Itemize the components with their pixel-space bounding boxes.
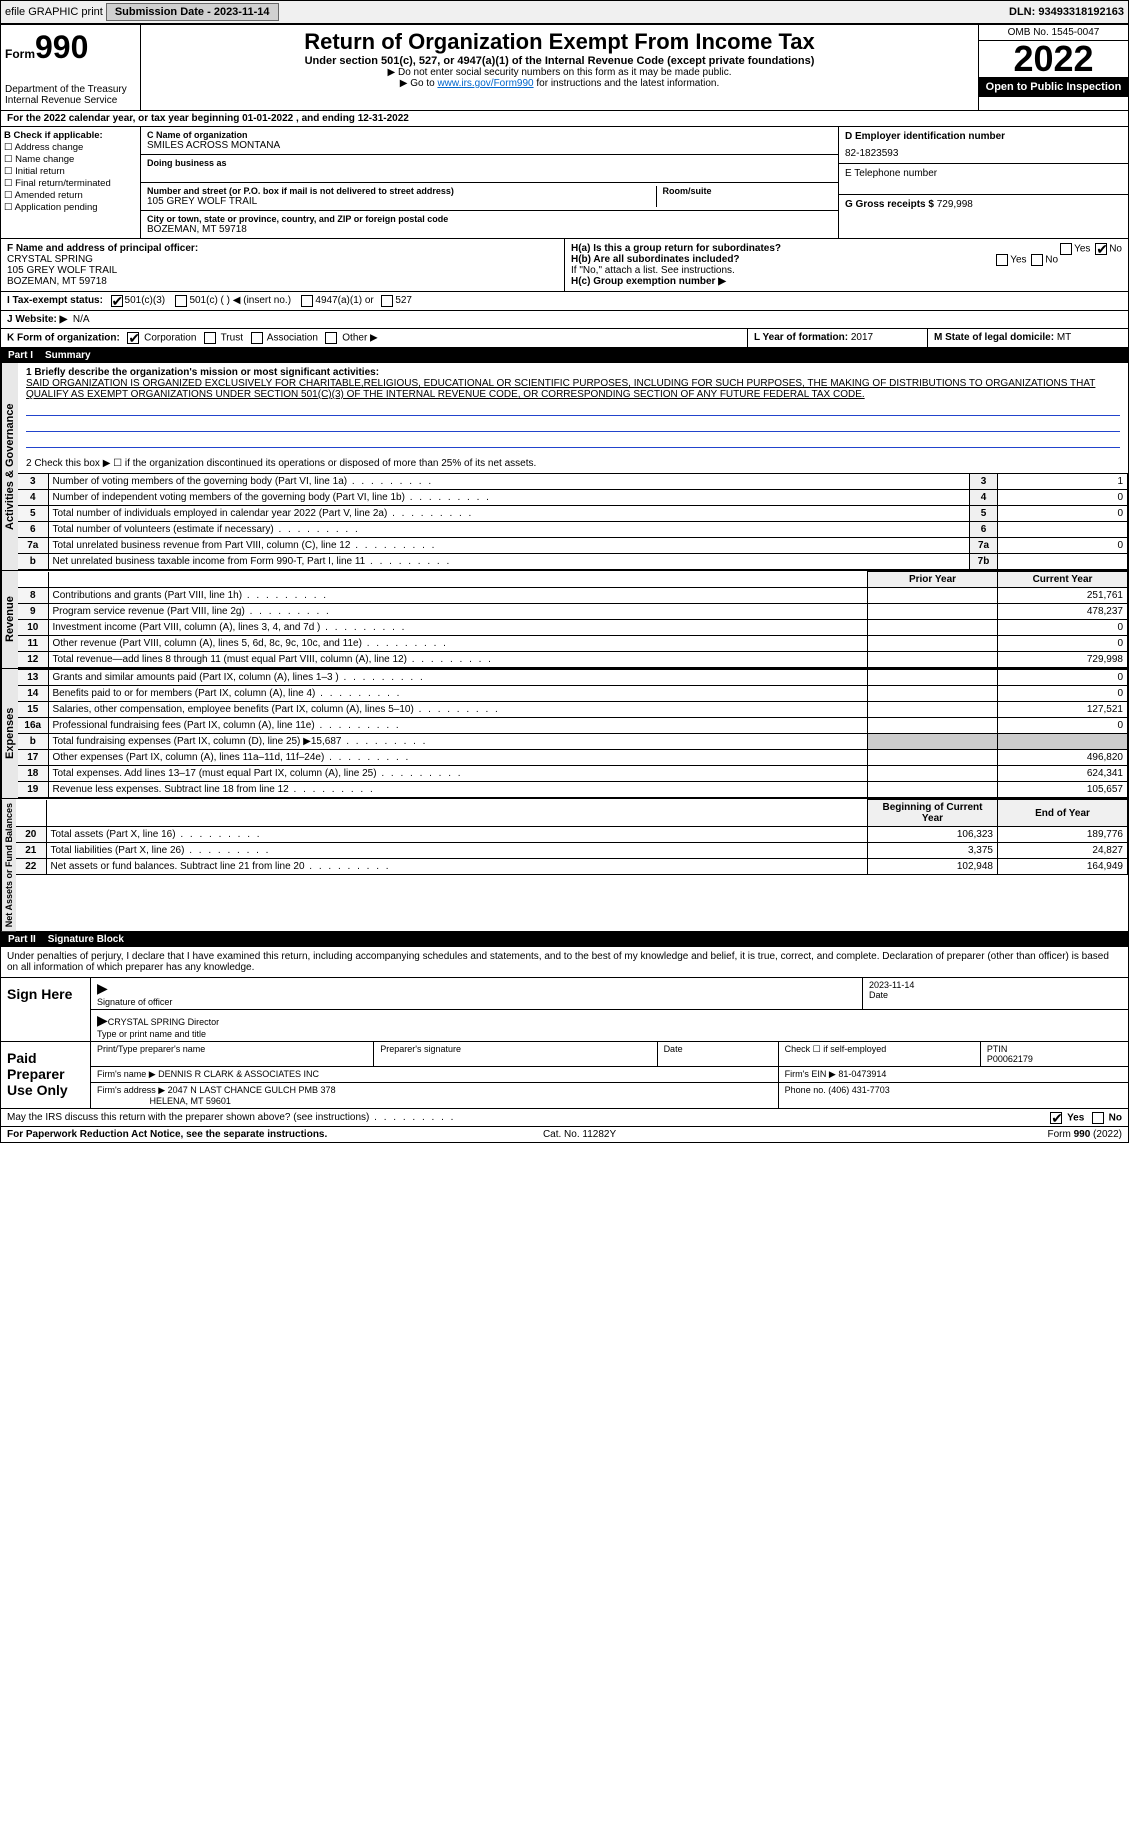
open-inspection: Open to Public Inspection xyxy=(979,77,1128,97)
k-corp[interactable] xyxy=(127,332,139,344)
org-city: BOZEMAN, MT 59718 xyxy=(147,224,832,235)
table-row: 8Contributions and grants (Part VIII, li… xyxy=(18,588,1128,604)
table-row: 20Total assets (Part X, line 16)106,3231… xyxy=(16,827,1128,843)
hb-yes[interactable] xyxy=(996,254,1008,266)
netassets-table: Beginning of Current YearEnd of Year20To… xyxy=(16,799,1128,875)
note-ssn: ▶ Do not enter social security numbers o… xyxy=(145,67,974,78)
irs-link[interactable]: www.irs.gov/Form990 xyxy=(437,78,533,89)
page-footer: For Paperwork Reduction Act Notice, see … xyxy=(0,1127,1129,1143)
hb-no[interactable] xyxy=(1031,254,1043,266)
submission-date-btn[interactable]: Submission Date - 2023-11-14 xyxy=(106,3,279,21)
dept-label: Department of the Treasury xyxy=(5,84,136,95)
line-i: I Tax-exempt status: 501(c)(3) 501(c) ( … xyxy=(0,292,1129,311)
form-subtitle: Under section 501(c), 527, or 4947(a)(1)… xyxy=(145,55,974,67)
paid-preparer-label: Paid Preparer Use Only xyxy=(1,1042,91,1108)
i-527[interactable] xyxy=(381,295,393,307)
firm-addr: 2047 N LAST CHANCE GULCH PMB 378 xyxy=(168,1085,336,1095)
part1-expenses: Expenses 13Grants and similar amounts pa… xyxy=(0,669,1129,799)
chk-name[interactable]: ☐ Name change xyxy=(4,154,137,165)
table-row: 11Other revenue (Part VIII, column (A), … xyxy=(18,636,1128,652)
table-row: 5Total number of individuals employed in… xyxy=(18,506,1128,522)
org-name: SMILES ACROSS MONTANA xyxy=(147,140,832,151)
chk-amended[interactable]: ☐ Amended return xyxy=(4,190,137,201)
form-number: Form990 xyxy=(5,29,136,66)
ha-no[interactable] xyxy=(1095,243,1107,255)
i-501c[interactable] xyxy=(175,295,187,307)
k-trust[interactable] xyxy=(204,332,216,344)
gross-receipts: 729,998 xyxy=(937,199,973,210)
tax-year: 2022 xyxy=(979,41,1128,77)
table-row: 13Grants and similar amounts paid (Part … xyxy=(18,670,1128,686)
table-row: 9Program service revenue (Part VIII, lin… xyxy=(18,604,1128,620)
table-row: 7aTotal unrelated business revenue from … xyxy=(18,538,1128,554)
org-address: 105 GREY WOLF TRAIL xyxy=(147,196,656,207)
box-b-label: B Check if applicable: xyxy=(4,130,103,141)
firm-phone: (406) 431-7703 xyxy=(828,1085,890,1095)
sig-date: 2023-11-14 xyxy=(869,980,914,990)
part1-revenue: Revenue Prior YearCurrent Year8Contribut… xyxy=(0,571,1129,669)
form-title: Return of Organization Exempt From Incom… xyxy=(145,29,974,55)
discuss-line: May the IRS discuss this return with the… xyxy=(1,1109,1128,1126)
form-header: Form990 Department of the Treasury Inter… xyxy=(0,24,1129,111)
table-row: 18Total expenses. Add lines 13–17 (must … xyxy=(18,766,1128,782)
part1-netassets: Net Assets or Fund Balances Beginning of… xyxy=(0,799,1129,932)
part1-governance: Activities & Governance 1 Briefly descri… xyxy=(0,363,1129,571)
table-row: 10Investment income (Part VIII, column (… xyxy=(18,620,1128,636)
firm-ein: 81-0473914 xyxy=(838,1069,886,1079)
mission-text: SAID ORGANIZATION IS ORGANIZED EXCLUSIVE… xyxy=(26,378,1095,400)
chk-initial[interactable]: ☐ Initial return xyxy=(4,166,137,177)
discuss-no[interactable] xyxy=(1092,1112,1104,1124)
efile-label: efile GRAPHIC print xyxy=(5,6,103,18)
part2-header: Part II Signature Block xyxy=(0,932,1129,947)
expense-table: 13Grants and similar amounts paid (Part … xyxy=(18,669,1128,798)
ha-yes[interactable] xyxy=(1060,243,1072,255)
irs-label: Internal Revenue Service xyxy=(5,95,136,106)
k-other[interactable] xyxy=(325,332,337,344)
line-klm: K Form of organization: Corporation Trus… xyxy=(0,329,1129,348)
sign-here-label: Sign Here xyxy=(1,978,91,1041)
line-j: J Website: ▶ N/A xyxy=(0,311,1129,329)
table-row: 21Total liabilities (Part X, line 26)3,3… xyxy=(16,843,1128,859)
dln: DLN: 93493318192163 xyxy=(1009,6,1124,18)
officer-name: CRYSTAL SPRING xyxy=(7,254,93,265)
year-formation: 2017 xyxy=(851,332,873,343)
table-row: 19Revenue less expenses. Subtract line 1… xyxy=(18,782,1128,798)
table-row: 3Number of voting members of the governi… xyxy=(18,474,1128,490)
table-row: 4Number of independent voting members of… xyxy=(18,490,1128,506)
part1-header: Part I Summary xyxy=(0,348,1129,363)
section-fh: F Name and address of principal officer:… xyxy=(0,239,1129,292)
table-row: bNet unrelated business taxable income f… xyxy=(18,554,1128,570)
table-row: 6Total number of volunteers (estimate if… xyxy=(18,522,1128,538)
topbar: efile GRAPHIC print Submission Date - 20… xyxy=(0,0,1129,24)
ptin: P00062179 xyxy=(987,1054,1033,1064)
section-bcdeg: B Check if applicable: ☐ Address change … xyxy=(0,127,1129,239)
discuss-yes[interactable] xyxy=(1050,1112,1062,1124)
line-a: For the 2022 calendar year, or tax year … xyxy=(0,111,1129,127)
chk-pending[interactable]: ☐ Application pending xyxy=(4,202,137,213)
website: N/A xyxy=(73,314,90,325)
firm-name: DENNIS R CLARK & ASSOCIATES INC xyxy=(158,1069,319,1079)
declaration: Under penalties of perjury, I declare th… xyxy=(1,947,1128,978)
state-domicile: MT xyxy=(1057,332,1071,343)
table-row: 15Salaries, other compensation, employee… xyxy=(18,702,1128,718)
table-row: 12Total revenue—add lines 8 through 11 (… xyxy=(18,652,1128,668)
signature-block: Under penalties of perjury, I declare th… xyxy=(0,947,1129,1127)
ein: 82-1823593 xyxy=(845,148,1122,159)
table-row: 17Other expenses (Part IX, column (A), l… xyxy=(18,750,1128,766)
table-row: 14Benefits paid to or for members (Part … xyxy=(18,686,1128,702)
table-row: 22Net assets or fund balances. Subtract … xyxy=(16,859,1128,875)
i-4947[interactable] xyxy=(301,295,313,307)
table-row: 16aProfessional fundraising fees (Part I… xyxy=(18,718,1128,734)
i-501c3[interactable] xyxy=(111,295,123,307)
table-row: bTotal fundraising expenses (Part IX, co… xyxy=(18,734,1128,750)
governance-table: 3Number of voting members of the governi… xyxy=(18,473,1128,570)
revenue-table: Prior YearCurrent Year8Contributions and… xyxy=(18,571,1128,668)
note-link: ▶ Go to www.irs.gov/Form990 for instruct… xyxy=(145,78,974,89)
k-assoc[interactable] xyxy=(251,332,263,344)
chk-final[interactable]: ☐ Final return/terminated xyxy=(4,178,137,189)
chk-address[interactable]: ☐ Address change xyxy=(4,142,137,153)
officer-name-title: CRYSTAL SPRING Director xyxy=(108,1017,219,1027)
